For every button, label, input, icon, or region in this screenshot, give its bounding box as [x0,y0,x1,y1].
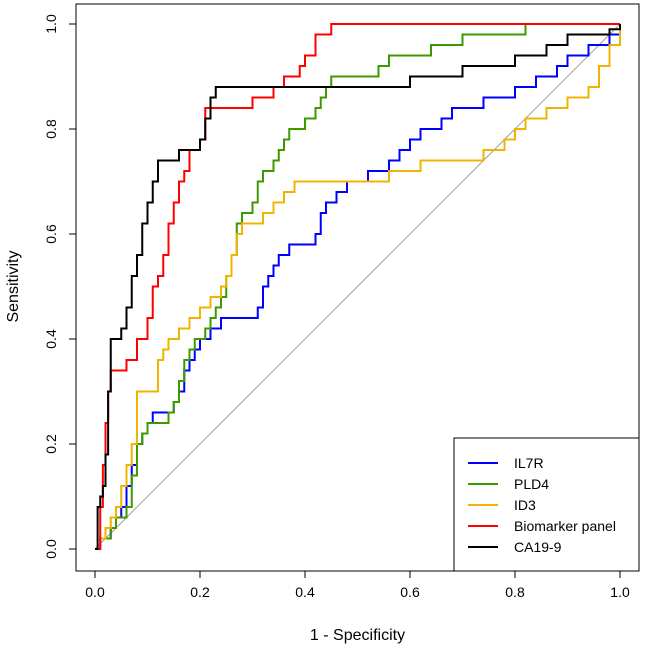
x-axis: 0.0 0.2 0.4 0.6 0.8 1.0 [85,570,630,600]
y-tick-label: 0.2 [43,434,59,454]
y-tick-label: 0.6 [43,224,59,244]
y-axis-title: Sensitivity [5,250,22,322]
x-tick-label: 0.6 [400,584,420,600]
legend: IL7R PLD4 ID3 Biomarker panel CA19-9 [453,437,640,572]
y-tick-label: 0.8 [43,119,59,139]
series-layer [95,23,621,550]
roc-line-pld4 [95,23,620,550]
reference-layer [94,23,621,550]
y-axis: 0.0 0.2 0.4 0.6 0.8 1.0 [43,14,77,559]
legend-label-pld4: PLD4 [514,476,549,492]
legend-label-id3: ID3 [514,497,536,513]
x-tick-label: 0.0 [85,584,105,600]
y-tick-label: 0.4 [43,329,59,349]
roc-line-ca19-9 [95,24,621,550]
reference-diagonal [94,23,621,550]
legend-label-ca19-9: CA19-9 [514,539,562,555]
roc-line-id3 [95,24,621,550]
x-tick-label: 0.8 [505,584,525,600]
x-axis-title: 1 - Specificity [310,627,405,644]
x-tick-label: 0.2 [190,584,210,600]
x-tick-label: 1.0 [610,584,630,600]
x-tick-label: 0.4 [295,584,315,600]
y-tick-label: 1.0 [43,14,59,34]
legend-label-il7r: IL7R [514,455,544,471]
legend-label-biomarker-panel: Biomarker panel [514,518,616,534]
y-tick-label: 0.0 [43,539,59,559]
